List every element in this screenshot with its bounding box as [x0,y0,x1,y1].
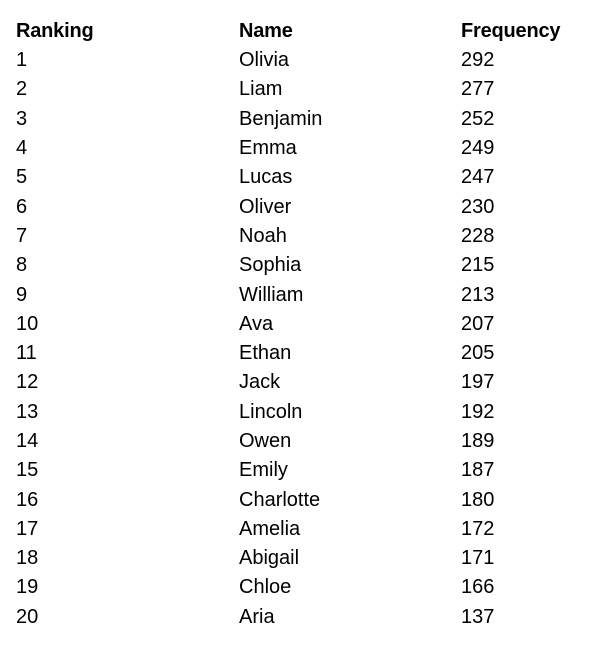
cell-frequency: 189 [461,430,495,452]
cell-frequency: 207 [461,312,495,335]
cell-ranking: 19 [16,576,39,599]
cell-name: Jack [239,371,281,394]
cell-name: Amelia [239,517,301,540]
cell-frequency: 172 [461,517,495,540]
cell-name: Charlotte [239,488,321,511]
cell-ranking: 13 [16,400,39,423]
table-row: 12 Jack 197 [16,368,576,397]
cell-name: Oliver [239,195,292,218]
cell-name: Ava [239,312,274,335]
cell-frequency: 180 [461,488,495,511]
cell-ranking: 20 [16,605,39,628]
cell-frequency: 249 [461,137,495,160]
cell-ranking: 10 [16,312,39,335]
cell-ranking: 15 [16,459,39,482]
cell-frequency: 192 [461,400,495,423]
cell-name: Benjamin [239,107,323,130]
cell-frequency: 277 [461,78,495,101]
cell-name: Lucas [239,166,293,189]
table-row: 11 Ethan 205 [16,339,576,368]
cell-frequency: 213 [461,283,495,306]
cell-name: Noah [239,224,287,247]
table-row: 1 Olivia 292 [16,46,576,75]
header-frequency: Frequency [461,19,561,42]
cell-frequency: 247 [461,166,495,189]
table-row: 5 Lucas 247 [16,163,576,192]
table-row: 4 Emma 249 [16,134,576,163]
cell-ranking: 14 [16,430,39,452]
cell-frequency: 292 [461,49,495,72]
table-row: 16 Charlotte 180 [16,485,576,514]
cell-ranking: 7 [16,224,28,247]
cell-frequency: 205 [461,342,495,365]
table-row: 14 Owen 189 [16,427,576,456]
table-row: 15 Emily 187 [16,456,576,485]
cell-ranking: 8 [16,254,28,277]
cell-ranking: 17 [16,517,39,540]
table-row: 19 Chloe 166 [16,573,576,602]
cell-ranking: 12 [16,371,39,394]
cell-frequency: 197 [461,371,495,394]
cell-ranking: 1 [16,49,28,72]
cell-ranking: 4 [16,137,28,160]
cell-frequency: 171 [461,547,495,570]
header-name: Name [239,19,293,42]
table-row: 18 Abigail 171 [16,544,576,573]
table-row: 9 William 213 [16,280,576,309]
cell-ranking: 16 [16,488,39,511]
cell-name: Lincoln [239,400,303,423]
cell-name: Sophia [239,254,302,277]
name-frequency-table: Ranking Name Frequency 1 Olivia 292 2 Li… [16,16,576,632]
table-header-row: Ranking Name Frequency [16,16,576,46]
cell-name: Aria [239,605,275,628]
cell-name: Abigail [239,547,300,570]
cell-name: Olivia [239,49,290,72]
table-row: 13 Lincoln 192 [16,398,576,427]
header-ranking: Ranking [16,19,94,42]
cell-name: William [239,283,304,306]
cell-frequency: 230 [461,195,495,218]
cell-name: Emma [239,137,297,160]
cell-name: Liam [239,78,283,101]
cell-frequency: 228 [461,224,495,247]
table-row: 10 Ava 207 [16,310,576,339]
cell-ranking: 9 [16,283,28,306]
cell-frequency: 187 [461,459,495,482]
cell-ranking: 18 [16,547,39,570]
cell-name: Chloe [239,576,292,599]
table-row: 17 Amelia 172 [16,515,576,544]
table-row: 20 Aria 137 [16,603,576,632]
cell-frequency: 137 [461,605,495,628]
cell-ranking: 2 [16,78,28,101]
table-row: 3 Benjamin 252 [16,105,576,134]
cell-frequency: 215 [461,254,495,277]
cell-ranking: 3 [16,107,28,130]
cell-ranking: 5 [16,166,28,189]
table-row: 2 Liam 277 [16,75,576,104]
cell-frequency: 166 [461,576,495,599]
cell-ranking: 6 [16,195,28,218]
cell-name: Owen [239,430,292,452]
cell-name: Ethan [239,342,292,365]
table-row: 7 Noah 228 [16,222,576,251]
cell-ranking: 11 [16,342,37,365]
cell-name: Emily [239,459,288,482]
cell-frequency: 252 [461,107,495,130]
table-row: 8 Sophia 215 [16,251,576,280]
table-row: 6 Oliver 230 [16,192,576,221]
